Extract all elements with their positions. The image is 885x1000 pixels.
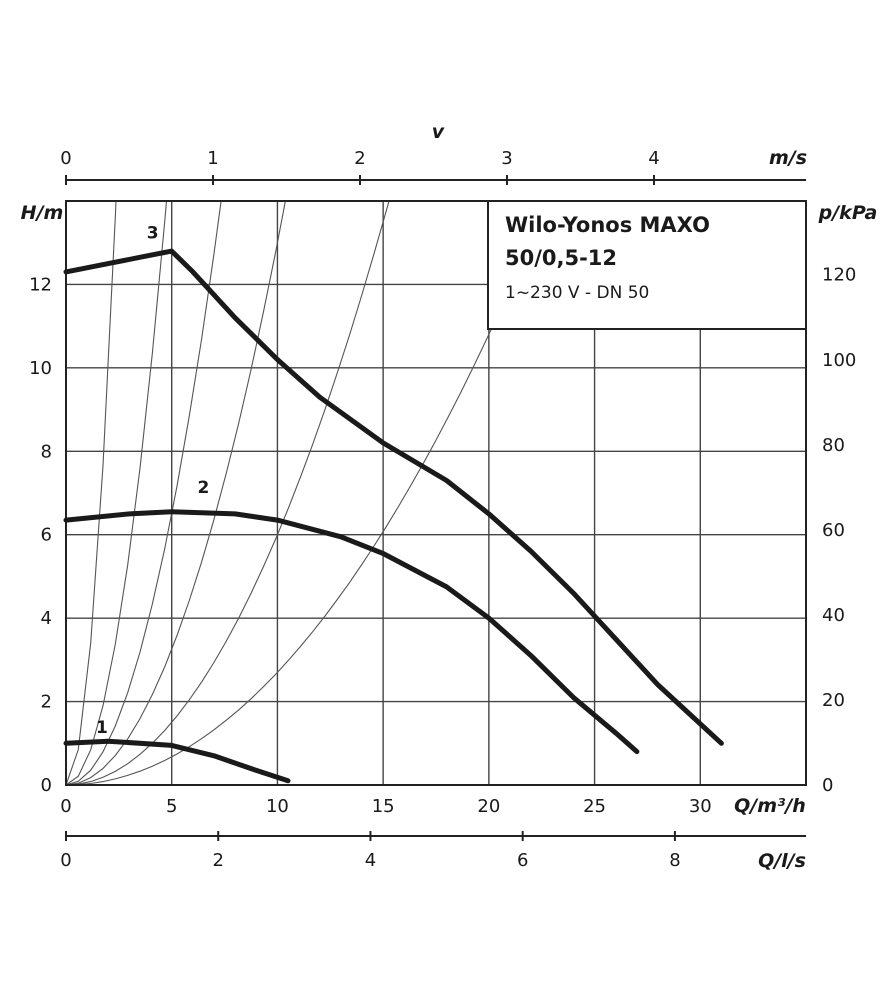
y2-tick-label: 60 [822,520,845,541]
pump-curve-2 [63,509,640,755]
chart-spec: 1~230 V - DN 50 [505,283,649,303]
y-tick-label: 0 [41,775,52,796]
ls-tick-label: 6 [517,850,528,871]
y2-tick-label: 0 [822,775,833,796]
top-axis-symbol: v [432,121,445,143]
top-tick-label: 1 [207,148,218,169]
y-tick-label: 2 [41,692,52,713]
system-curve-line [65,200,117,786]
y-tick-label: 6 [41,525,52,546]
ls-tick-label: 0 [60,850,71,871]
x-tick-label: 0 [60,796,71,817]
series-label-2: 2 [198,478,210,498]
pump-curves [63,248,724,784]
y2-axis-label: p/kPa [818,202,878,224]
y-tick-label: 8 [41,441,52,462]
chart-title: Wilo-Yonos MAXO [505,213,710,237]
ls-axis-label: Q/l/s [758,850,806,872]
y2-tick-label: 80 [822,435,845,456]
system-curve-line [65,200,222,786]
plot-frame [65,200,807,786]
top-axis-label: m/s [769,147,807,169]
system-curves [65,200,548,786]
y2-tick-label: 40 [822,605,845,626]
top-tick-label: 3 [501,148,512,169]
y2-tick-label: 100 [822,350,856,371]
y-tick-label: 4 [41,608,52,629]
top-tick-label: 4 [648,148,659,169]
y-axis-label: H/m [21,202,64,224]
system-curve-line [65,200,548,786]
x-tick-label: 5 [166,796,177,817]
chart-subtitle: 50/0,5-12 [505,246,617,270]
y2-tick-label: 120 [822,265,856,286]
top-tick-label: 2 [354,148,365,169]
x-tick-label: 25 [583,796,606,817]
system-curve-line [65,200,168,786]
system-curve-line [65,200,390,786]
ls-tick-label: 4 [365,850,376,871]
x-tick-label: 10 [266,796,289,817]
system-curve-line [65,200,286,786]
series-label-1: 1 [96,718,108,738]
series-label-3: 3 [147,224,159,244]
y-tick-label: 10 [29,358,52,379]
title-box [487,200,807,330]
x-tick-label: 20 [477,796,500,817]
pump-curve-1 [63,738,291,784]
x-tick-label: 30 [689,796,712,817]
top-tick-label: 0 [60,148,71,169]
x-axis-label: Q/m³/h [734,795,806,817]
ls-tick-label: 8 [669,850,680,871]
pump-curve-3 [63,248,724,746]
x-tick-label: 15 [372,796,395,817]
y-tick-label: 12 [29,274,52,295]
y2-tick-label: 20 [822,690,845,711]
ls-tick-label: 2 [213,850,224,871]
